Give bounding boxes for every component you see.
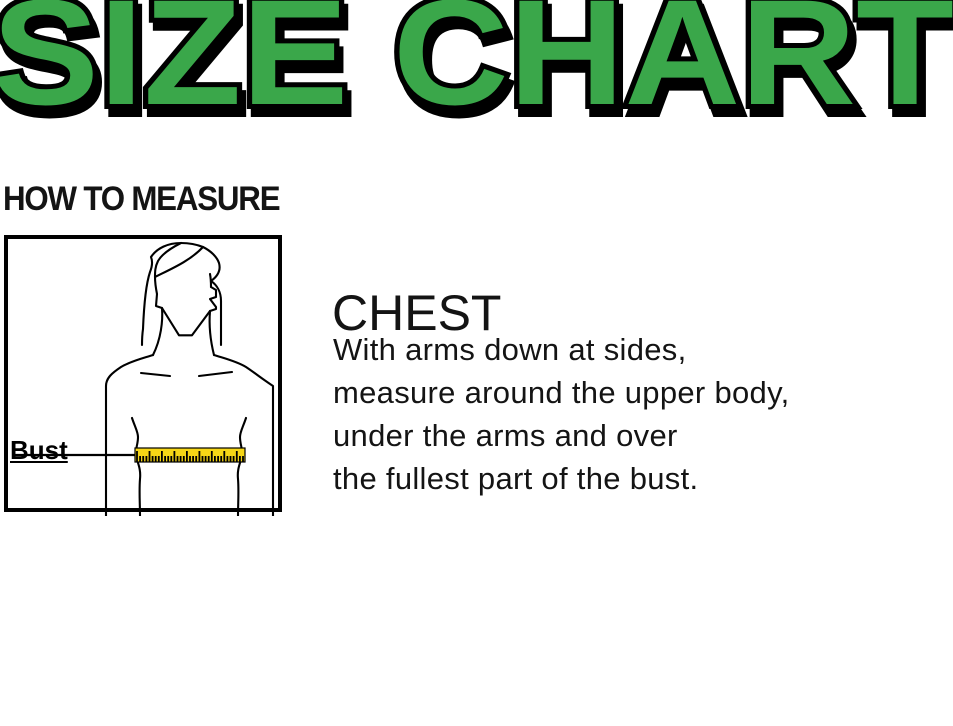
svg-text:SIZE CHART: SIZE CHART — [0, 0, 953, 135]
